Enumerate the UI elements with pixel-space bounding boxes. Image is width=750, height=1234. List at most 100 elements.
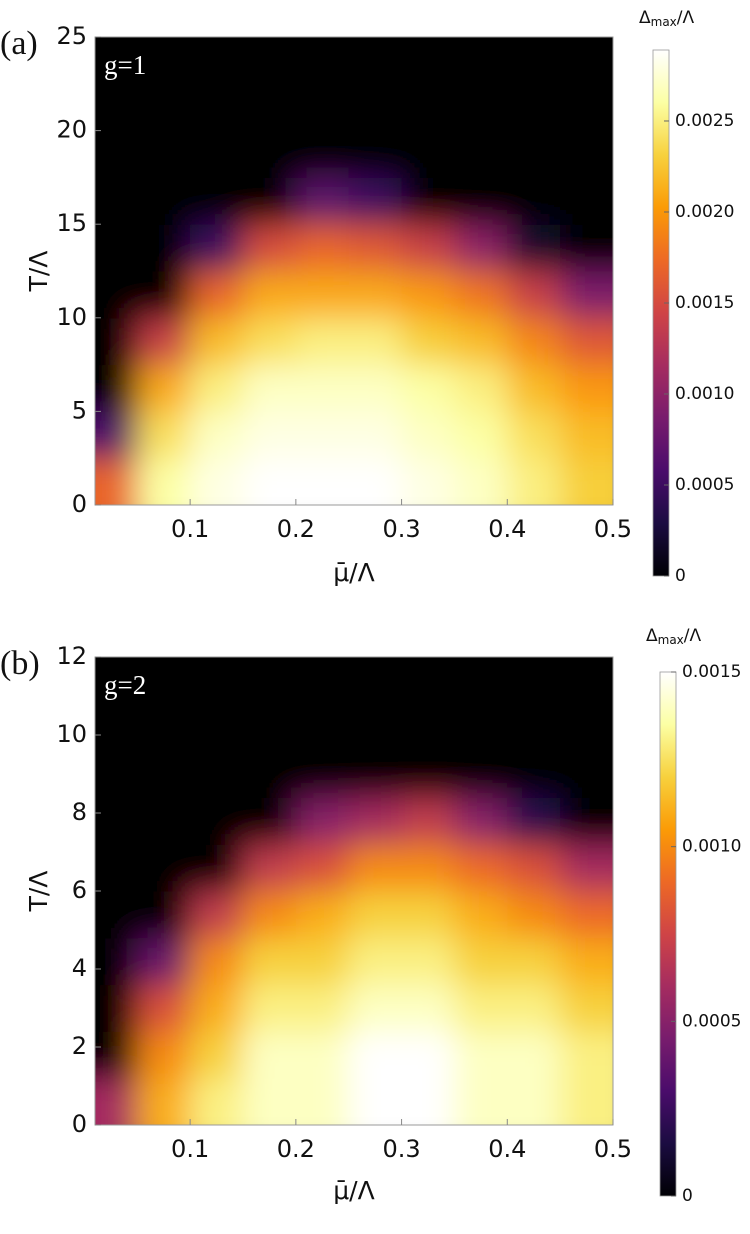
heatmap-cell	[454, 891, 508, 939]
heatmap-cell	[190, 130, 244, 178]
heatmap-cell	[454, 364, 508, 412]
heatmap-cell	[454, 83, 508, 132]
colorbar-tick-label: 0.0015	[675, 293, 734, 313]
heatmap-cell	[295, 844, 350, 892]
heatmap-cell	[137, 657, 191, 705]
x-tick-label: 0.3	[382, 515, 420, 543]
heatmap-cell	[401, 224, 455, 272]
heatmap-cell	[507, 224, 561, 272]
heatmap-cell	[137, 750, 191, 798]
heatmap-cell	[243, 797, 297, 845]
heatmap-cell	[137, 1078, 191, 1125]
heatmap-cell	[190, 1031, 244, 1079]
heatmap-cell	[348, 458, 403, 505]
heatmap-cell	[95, 364, 138, 412]
heatmap-cell	[454, 271, 508, 319]
heatmap-cell	[401, 984, 455, 1032]
heatmap-cell	[507, 984, 561, 1032]
heatmap-cell	[401, 1031, 455, 1079]
colorbar-title-symbol: Δ	[639, 8, 651, 28]
heatmap-cell	[401, 37, 455, 85]
heatmap-cell	[560, 844, 613, 892]
heatmap-cell	[190, 364, 244, 412]
heatmap-cell	[401, 364, 455, 412]
heatmap-cell	[454, 1078, 508, 1125]
colorbar-tick-label: 0.0010	[675, 384, 734, 404]
heatmap-cell	[243, 130, 297, 178]
heatmap-cell	[295, 1078, 350, 1125]
heatmap-cell	[295, 984, 350, 1032]
heatmap-cell	[348, 703, 403, 752]
heatmap-cell	[507, 364, 561, 412]
heatmap-cell	[560, 130, 613, 178]
heatmap-cell	[137, 797, 191, 845]
heatmap-cell	[560, 224, 613, 272]
heatmap-cell	[95, 317, 138, 366]
heatmap-cell	[243, 1031, 297, 1079]
heatmap-cell	[560, 891, 613, 939]
heatmap-cell	[295, 703, 350, 752]
y-tick-label: 0	[72, 490, 87, 518]
y-tick-label: 4	[72, 954, 87, 982]
heatmap-cell	[454, 750, 508, 798]
heatmap-cell	[507, 703, 561, 752]
colorbar-title: Δmax/Λ	[646, 626, 702, 647]
heatmap-cell	[295, 317, 350, 366]
y-tick-label: 12	[56, 642, 87, 670]
heatmap-cell	[348, 364, 403, 412]
heatmap-cell	[137, 703, 191, 752]
heatmap-cell	[454, 703, 508, 752]
heatmap-cell	[190, 750, 244, 798]
heatmap-cell	[95, 1078, 138, 1125]
heatmap-cell	[454, 984, 508, 1032]
x-tick-label: 0.3	[382, 1135, 420, 1163]
heatmap-cell	[137, 1031, 191, 1079]
heatmap-cell	[401, 750, 455, 798]
y-axis-label: T/Λ	[24, 871, 53, 913]
heatmap-cell	[348, 271, 403, 319]
heatmap-cell	[507, 750, 561, 798]
heatmap-cell	[401, 177, 455, 225]
heatmap-cell	[454, 130, 508, 178]
panel-label: (a)	[0, 25, 38, 62]
heatmap-cell	[137, 364, 191, 412]
heatmap-cell	[243, 83, 297, 132]
heatmap-cell	[348, 797, 403, 845]
heatmap-cell	[560, 657, 613, 705]
heatmap-cell	[454, 317, 508, 366]
heatmap-cell	[348, 83, 403, 132]
heatmap-cell	[137, 411, 191, 459]
x-tick-label: 0.1	[171, 515, 209, 543]
heatmap-cell	[95, 844, 138, 892]
cells	[95, 37, 613, 505]
heatmap-cell	[95, 703, 138, 752]
heatmap-cell	[507, 1031, 561, 1079]
heatmap-cell	[295, 891, 350, 939]
heatmap-cell	[137, 130, 191, 178]
heatmap-cell	[560, 37, 613, 85]
heatmap-cell	[295, 458, 350, 505]
heatmap-cell	[137, 984, 191, 1032]
heatmap-cell	[243, 411, 297, 459]
heatmap-cell	[243, 364, 297, 412]
heatmap-cell	[560, 317, 613, 366]
heatmap-cell	[401, 317, 455, 366]
heatmap-cell	[137, 37, 191, 85]
y-tick-label: 10	[56, 720, 87, 748]
heatmap-cell	[95, 797, 138, 845]
heatmap-cell	[348, 37, 403, 85]
heatmap-cell	[137, 844, 191, 892]
panel-label: (b)	[0, 645, 40, 682]
heatmap-cell	[348, 224, 403, 272]
heatmap-cell	[454, 657, 508, 705]
heatmap-cell	[348, 177, 403, 225]
heatmap-cell	[243, 937, 297, 986]
heatmap-cell	[190, 1078, 244, 1125]
heatmap-cell	[454, 1031, 508, 1079]
plot-area	[95, 657, 613, 1125]
colorbar-title-sub: max	[651, 15, 677, 29]
colorbar-tick-label: 0.0025	[675, 111, 734, 131]
colorbar-tick-label: 0.0020	[675, 202, 734, 222]
y-tick-label: 8	[72, 798, 87, 826]
